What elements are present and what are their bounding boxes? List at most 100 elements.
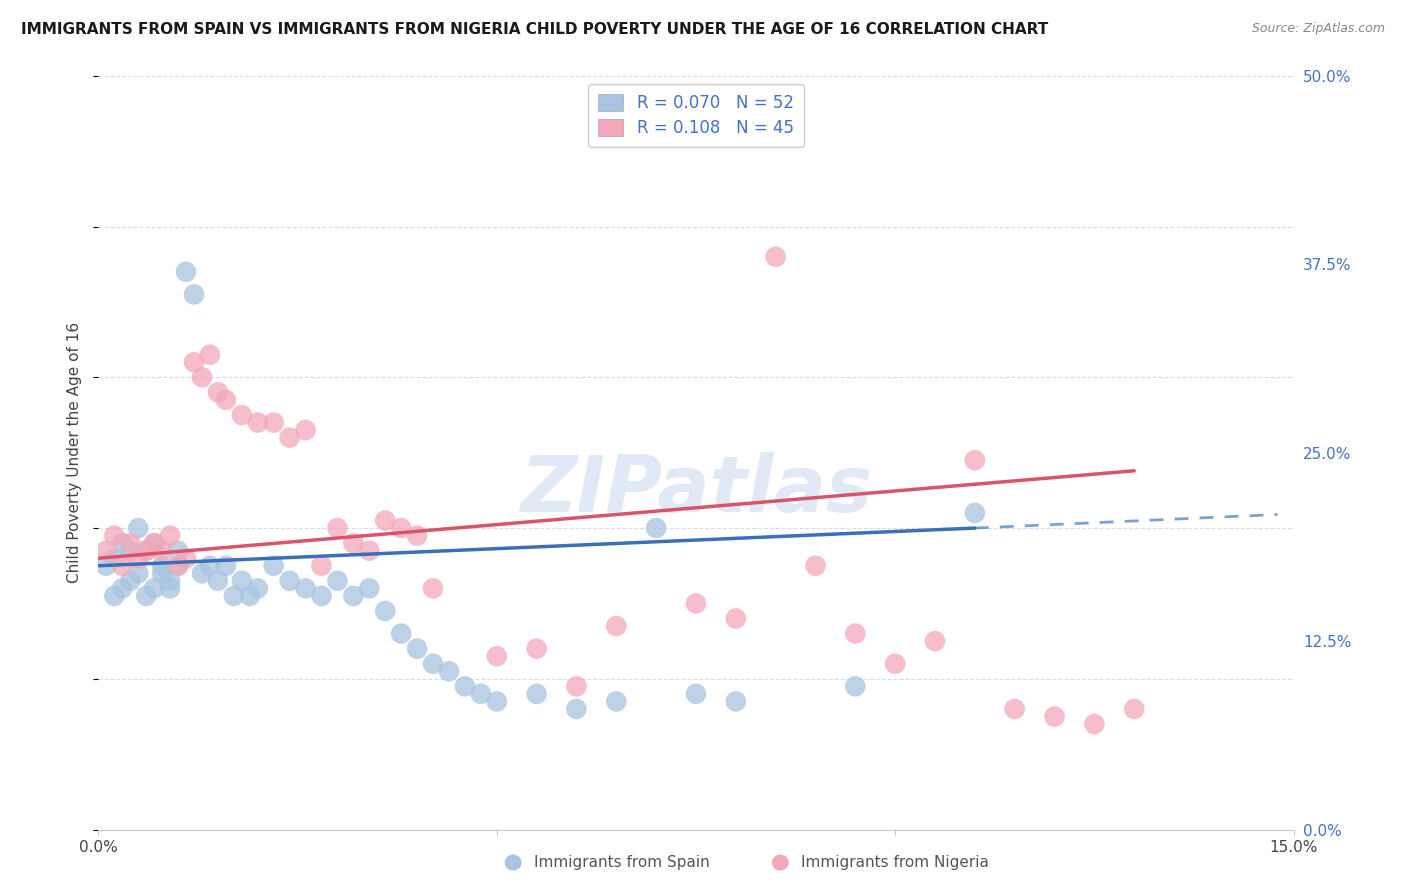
Point: [389, 626, 412, 640]
Point: [470, 687, 492, 701]
Point: [246, 582, 269, 596]
Point: [326, 521, 349, 535]
Point: [844, 626, 866, 640]
Point: [645, 521, 668, 535]
Point: [844, 679, 866, 693]
Point: [1043, 709, 1066, 723]
Point: [174, 551, 197, 566]
Point: [422, 657, 444, 671]
Point: [174, 265, 197, 279]
Point: [215, 392, 238, 407]
Point: [685, 596, 707, 610]
Y-axis label: Child Poverty Under the Age of 16: Child Poverty Under the Age of 16: [67, 322, 83, 583]
Point: [389, 521, 412, 535]
Point: [198, 348, 221, 362]
Point: [246, 416, 269, 430]
Point: [239, 589, 262, 603]
Point: [96, 558, 118, 573]
Point: [526, 687, 548, 701]
Point: [765, 250, 787, 264]
Point: [342, 536, 364, 550]
Point: [143, 582, 166, 596]
Legend: R = 0.070   N = 52, R = 0.108   N = 45: R = 0.070 N = 52, R = 0.108 N = 45: [588, 84, 804, 147]
Point: [143, 536, 166, 550]
Point: [326, 574, 349, 588]
Point: [222, 589, 245, 603]
Point: [111, 558, 134, 573]
Point: [311, 558, 333, 573]
Point: [191, 370, 214, 384]
Point: [167, 558, 190, 573]
Text: Source: ZipAtlas.com: Source: ZipAtlas.com: [1251, 22, 1385, 36]
Point: [374, 514, 396, 528]
Point: [207, 385, 229, 400]
Point: [183, 287, 205, 301]
Point: [135, 589, 157, 603]
Point: [294, 582, 316, 596]
Point: [278, 574, 301, 588]
Point: [103, 589, 125, 603]
Text: Immigrants from Nigeria: Immigrants from Nigeria: [801, 855, 990, 870]
Point: [127, 521, 149, 535]
Point: [263, 416, 285, 430]
Point: [1083, 717, 1105, 731]
Point: [207, 574, 229, 588]
Text: Immigrants from Spain: Immigrants from Spain: [534, 855, 710, 870]
Point: [884, 657, 907, 671]
Point: [406, 528, 429, 542]
Text: IMMIGRANTS FROM SPAIN VS IMMIGRANTS FROM NIGERIA CHILD POVERTY UNDER THE AGE OF : IMMIGRANTS FROM SPAIN VS IMMIGRANTS FROM…: [21, 22, 1049, 37]
Point: [685, 687, 707, 701]
Point: [183, 355, 205, 369]
Point: [263, 558, 285, 573]
Point: [454, 679, 477, 693]
Point: [804, 558, 827, 573]
Point: [359, 582, 381, 596]
Point: [342, 589, 364, 603]
Point: [406, 641, 429, 656]
Point: [127, 566, 149, 581]
Point: [605, 694, 627, 708]
Point: [963, 453, 986, 467]
Point: [111, 536, 134, 550]
Point: [565, 679, 588, 693]
Text: ZIPatlas: ZIPatlas: [520, 452, 872, 528]
Point: [96, 543, 118, 558]
Point: [103, 528, 125, 542]
Point: [485, 649, 508, 664]
Point: [359, 543, 381, 558]
Point: [143, 536, 166, 550]
Point: [605, 619, 627, 633]
Point: [1123, 702, 1146, 716]
Point: [215, 558, 238, 573]
Point: [231, 408, 253, 422]
Point: [150, 543, 173, 558]
Point: [526, 641, 548, 656]
Point: [150, 558, 173, 573]
Point: [135, 543, 157, 558]
Point: [135, 543, 157, 558]
Point: [103, 551, 125, 566]
Point: [120, 574, 142, 588]
Point: [374, 604, 396, 618]
Point: [422, 582, 444, 596]
Point: [120, 536, 142, 550]
Point: [191, 566, 214, 581]
Point: [231, 574, 253, 588]
Point: [167, 543, 190, 558]
Point: [159, 574, 181, 588]
Point: [294, 423, 316, 437]
Point: [963, 506, 986, 520]
Point: [150, 566, 173, 581]
Point: [159, 582, 181, 596]
Point: [278, 431, 301, 445]
Point: [924, 634, 946, 648]
Point: [159, 528, 181, 542]
Point: [724, 611, 747, 625]
Point: [198, 558, 221, 573]
Point: [127, 551, 149, 566]
Point: [167, 558, 190, 573]
Point: [1004, 702, 1026, 716]
Point: [485, 694, 508, 708]
Point: [311, 589, 333, 603]
Point: [724, 694, 747, 708]
